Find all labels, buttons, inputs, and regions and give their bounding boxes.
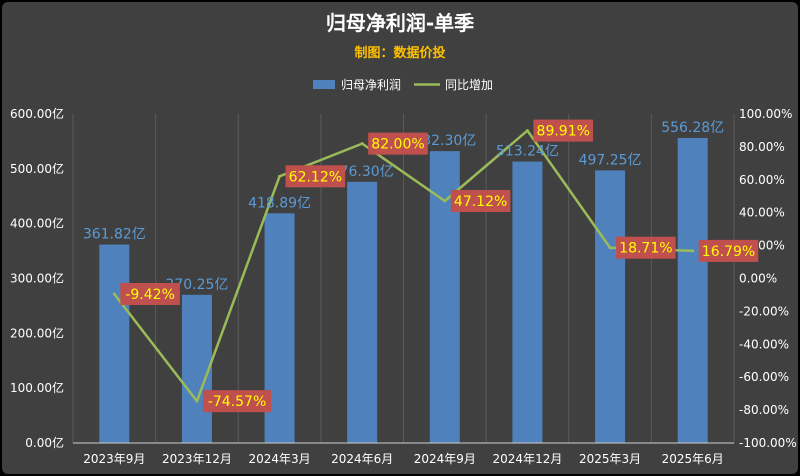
x-tick-label: 2024年12月: [493, 452, 563, 466]
bar-value-label: 532.30亿: [413, 133, 476, 149]
bar-value-label: 513.24亿: [496, 144, 559, 160]
line-point: [360, 142, 364, 146]
pct-value-label: 18.71%: [619, 241, 672, 257]
legend-bar-label: 归母净利润: [341, 78, 401, 92]
data-labels: 361.82亿 270.25亿 418.89亿 476.30亿 532.30亿 513.2…: [83, 119, 759, 413]
y-left-tick-label: 300.00亿: [10, 271, 64, 286]
y-left-tick-label: 400.00亿: [10, 216, 64, 231]
y-left-tick-label: 600.00亿: [10, 106, 64, 121]
bar-value-label: 497.25亿: [579, 152, 642, 168]
y-right-tick-label: -20.00%: [739, 304, 789, 318]
bar: [99, 244, 130, 443]
x-tick-label: 2025年6月: [662, 452, 724, 466]
y-right-tick-label: 80.00%: [739, 140, 785, 154]
pct-label-box: [450, 189, 511, 212]
y-left-tick-label: 500.00亿: [10, 161, 64, 176]
x-tick-label: 2024年9月: [414, 452, 476, 466]
bar: [677, 137, 708, 443]
pct-value-label: 62.12%: [289, 169, 342, 185]
bar-value-label: 418.89亿: [248, 195, 311, 211]
bar-value-label: 476.30亿: [331, 164, 394, 180]
grid-lines: [72, 114, 735, 443]
pct-value-label: 47.12%: [454, 194, 507, 210]
pct-value-label: 89.91%: [537, 124, 590, 140]
x-tick-label: 2024年3月: [248, 452, 310, 466]
y-left-tick-label: 200.00亿: [10, 325, 64, 340]
line-point: [608, 246, 612, 250]
y-right-tick-label: -100.00%: [739, 436, 797, 450]
bar: [181, 294, 212, 443]
bar-value-label: 270.25亿: [165, 277, 228, 293]
pct-value-label: -9.42%: [125, 287, 175, 303]
bar: [595, 170, 626, 443]
y-right-tick-label: -60.00%: [739, 370, 789, 384]
x-tick-label: 2025年3月: [579, 452, 641, 466]
x-tick-label: 2024年6月: [331, 452, 393, 466]
line-point: [195, 399, 199, 403]
bar: [347, 181, 378, 443]
pct-value-label: 82.00%: [371, 137, 424, 153]
line-path: [113, 129, 693, 403]
pct-label-box: [533, 119, 594, 142]
pct-label-box: [120, 282, 180, 305]
legend: 归母净利润 同比增加: [313, 78, 493, 92]
pct-value-label: -74.57%: [208, 394, 266, 410]
y-right-tick-label: 60.00%: [739, 173, 785, 187]
y-left-tick-label: 100.00亿: [10, 380, 64, 395]
y-right-tick-label: -80.00%: [739, 403, 789, 417]
chart-subtitle: 制图：数据价投: [354, 45, 445, 61]
bar: [512, 161, 543, 443]
line-point: [112, 292, 116, 296]
pct-label-box: [285, 165, 346, 188]
y-right-tick-label: 100.00%: [739, 107, 792, 121]
line-series: [112, 129, 695, 403]
pct-label-box: [616, 236, 676, 259]
line-point: [691, 249, 695, 253]
y-right-tick-label: -40.00%: [739, 337, 789, 351]
legend-bar-swatch: [313, 80, 335, 89]
pct-value-label: 16.79%: [702, 244, 755, 260]
line-point: [278, 174, 282, 178]
bar-series: [99, 137, 708, 443]
line-point: [525, 129, 529, 133]
pct-label-box: [368, 132, 428, 155]
chart-title: 归母净利润-单季: [326, 11, 474, 35]
pct-label-box: [202, 390, 272, 413]
x-tick-label: 2023年9月: [83, 452, 145, 466]
pct-label-box: [698, 239, 759, 262]
line-point: [443, 199, 447, 203]
y-right-tick-label: 0.00%: [739, 272, 777, 286]
y-right-tick-label: 40.00%: [739, 206, 785, 220]
y-left-tick-label: 0.00亿: [25, 435, 64, 450]
x-tick-label: 2023年12月: [162, 452, 232, 466]
bar-value-label: 556.28亿: [661, 120, 724, 136]
axes: 0.00亿 100.00亿 200.00亿 300.00亿 400.00亿 500.00亿…: [10, 106, 797, 466]
legend-line-label: 同比增加: [445, 78, 493, 92]
bar-value-label: 361.82亿: [83, 227, 146, 243]
